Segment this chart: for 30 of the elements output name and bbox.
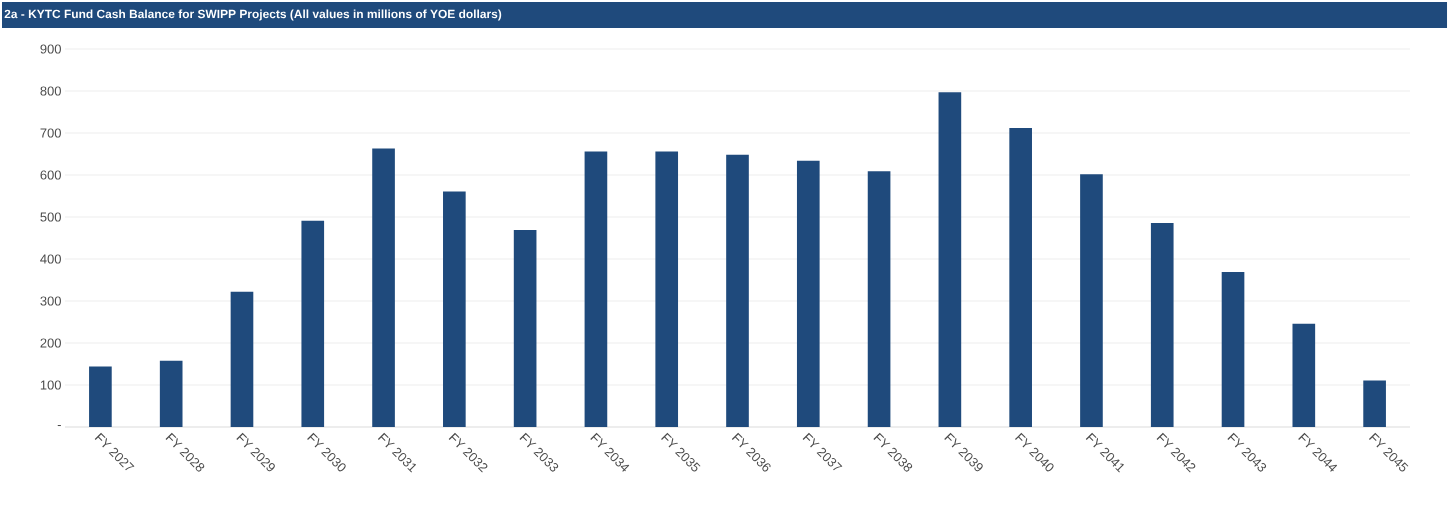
y-tick-label: 900 — [40, 44, 61, 54]
bar — [1080, 174, 1103, 427]
y-tick-label: 500 — [40, 212, 61, 222]
y-tick-label: 700 — [40, 128, 61, 138]
bar — [655, 151, 679, 427]
bar — [230, 291, 254, 427]
y-tick-label: 600 — [40, 170, 61, 180]
bar — [796, 160, 820, 427]
bar — [443, 191, 466, 427]
bar — [1363, 380, 1386, 427]
bar — [867, 171, 891, 427]
y-tick-label: 800 — [40, 86, 61, 96]
bar — [372, 148, 395, 427]
bar — [1221, 272, 1245, 427]
y-tick-label: 400 — [40, 254, 61, 264]
bar — [513, 230, 537, 427]
bar — [1150, 222, 1174, 427]
bar — [1292, 323, 1316, 427]
bar — [301, 220, 325, 427]
y-tick-label: 200 — [40, 338, 61, 348]
bar — [584, 151, 608, 427]
bar — [1009, 127, 1032, 427]
chart-title: 2a - KYTC Fund Cash Balance for SWIPP Projects (All values in millions of YOE dollars) — [4, 9, 502, 21]
bar — [89, 366, 112, 427]
y-tick-label: 100 — [40, 380, 61, 390]
bar — [159, 360, 183, 427]
bar — [938, 92, 962, 427]
bar — [726, 154, 749, 427]
y-tick-label: - — [57, 425, 61, 427]
y-tick-label: 300 — [40, 296, 61, 306]
